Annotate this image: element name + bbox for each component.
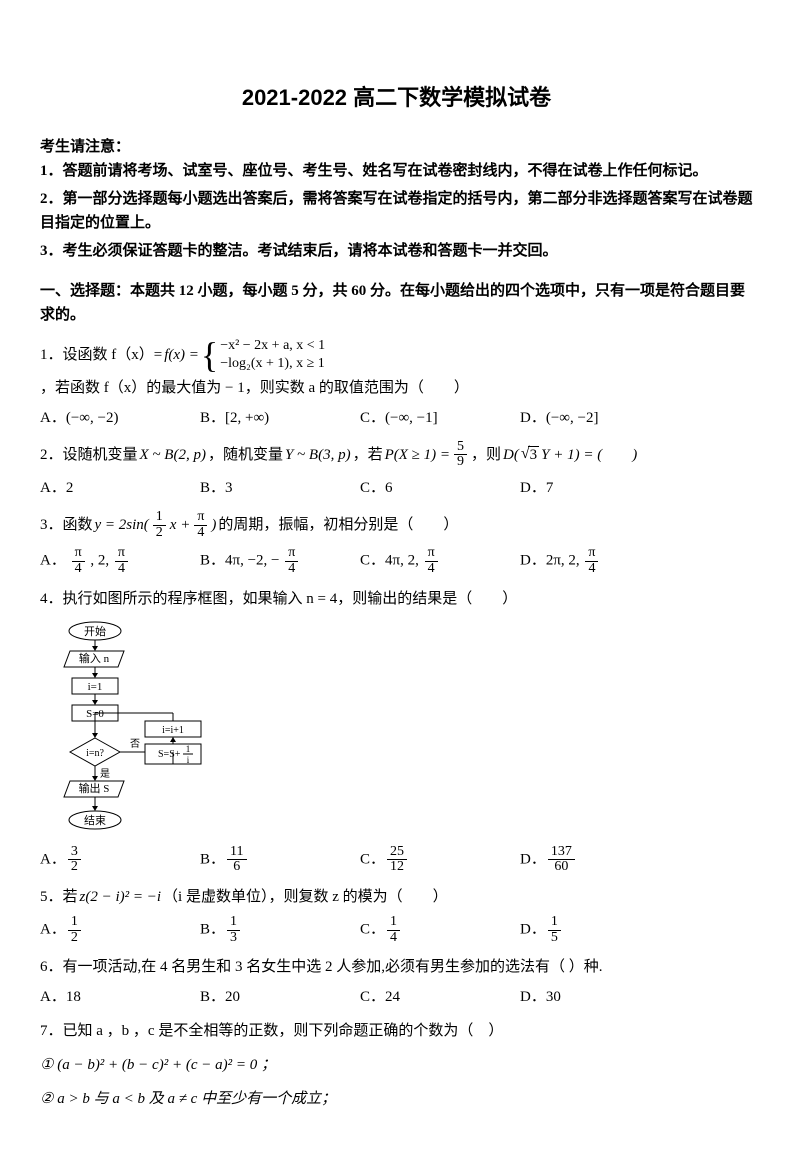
svg-text:1: 1 bbox=[186, 744, 191, 754]
q2-px: P(X ≥ 1) = bbox=[385, 443, 450, 467]
q1-case2: −log₂(x + 1), x ≥ 1 bbox=[220, 355, 325, 373]
section-1-head: 一、选择题：本题共 12 小题，每小题 5 分，共 60 分。在每小题给出的四个… bbox=[40, 279, 753, 327]
q4-opt-c: C．2512 bbox=[360, 845, 470, 875]
q4-text: 4．执行如图所示的程序框图，如果输入 n = 4，则输出的结果是（ ） bbox=[40, 587, 753, 611]
question-5: 5．若 z(2 − i)² = −i （i 是虚数单位），则复数 z 的模为（ … bbox=[40, 885, 753, 945]
question-3: 3．函数 y = 2sin( 12 x + π4 ) 的周期，振幅，初相分别是（… bbox=[40, 510, 753, 577]
q1-case1: −x² − 2x + a, x < 1 bbox=[220, 337, 325, 355]
flowchart: 开始 输入 n i=1 S=0 i=n? 否 bbox=[40, 619, 753, 839]
q6-opt-c: C．24 bbox=[360, 985, 470, 1009]
question-4: 4．执行如图所示的程序框图，如果输入 n = 4，则输出的结果是（ ） 开始 输… bbox=[40, 587, 753, 875]
q7-p1: ① (a − b)² + (b − c)² + (c − a)² = 0 ； bbox=[40, 1053, 753, 1077]
q2-opt-c: C．6 bbox=[360, 476, 470, 500]
q6-opt-d: D．30 bbox=[520, 985, 630, 1009]
q3-opt-d: D．2π, 2, π4 bbox=[520, 546, 630, 576]
svg-text:是: 是 bbox=[100, 768, 110, 780]
q2-opt-d: D．7 bbox=[520, 476, 630, 500]
q2-b: ，随机变量 bbox=[208, 443, 283, 467]
q2-c: ，若 bbox=[353, 443, 383, 467]
q6-opt-a: A．18 bbox=[40, 985, 150, 1009]
q6-opt-b: B．20 bbox=[200, 985, 310, 1009]
q7-p2: ② a > b 与 a < b 及 a ≠ c 中至少有一个成立； bbox=[40, 1087, 753, 1111]
page-title: 2021-2022 高二下数学模拟试卷 bbox=[40, 80, 753, 115]
svg-text:i=i+1: i=i+1 bbox=[162, 725, 184, 736]
q4-opt-d: D．13760 bbox=[520, 845, 630, 875]
q5-opt-c: C．14 bbox=[360, 915, 470, 945]
svg-text:输入 n: 输入 n bbox=[79, 651, 110, 665]
svg-text:i=1: i=1 bbox=[88, 681, 103, 693]
q3-opt-c: C．4π, 2, π4 bbox=[360, 546, 470, 576]
q2-d: ，则 bbox=[471, 443, 501, 467]
q1-piecewise: { −x² − 2x + a, x < 1 −log₂(x + 1), x ≥ … bbox=[201, 337, 325, 373]
q2-opt-b: B．3 bbox=[200, 476, 310, 500]
q3-opt-b: B．4π, −2, − π4 bbox=[200, 546, 310, 576]
svg-text:结束: 结束 bbox=[84, 814, 106, 827]
exam-page: 2021-2022 高二下数学模拟试卷 考生请注意： 1．答题前请将考场、试室号… bbox=[0, 0, 793, 1151]
notice-1: 1．答题前请将考场、试室号、座位号、考生号、姓名写在试卷密封线内，不得在试卷上作… bbox=[40, 159, 753, 183]
q5-opt-b: B．13 bbox=[200, 915, 310, 945]
question-2: 2．设随机变量 X ~ B(2, p) ，随机变量 Y ~ B(3, p) ，若… bbox=[40, 440, 753, 500]
flowchart-svg: 开始 输入 n i=1 S=0 i=n? 否 bbox=[40, 619, 230, 839]
q1-post: ，若函数 f（x）的最大值为 − 1，则实数 a 的取值范围为（ ） bbox=[40, 376, 469, 400]
q1-pre: 1．设函数 f（x）= bbox=[40, 343, 162, 367]
q5-opt-d: D．15 bbox=[520, 915, 630, 945]
q4-opt-a: A．32 bbox=[40, 845, 150, 875]
q2-a: 2．设随机变量 bbox=[40, 443, 138, 467]
q2-yb: Y ~ B(3, p) bbox=[285, 443, 351, 467]
svg-text:开始: 开始 bbox=[84, 624, 106, 638]
notice-3: 3．考生必须保证答题卡的整洁。考试结束后，请将本试卷和答题卡一并交回。 bbox=[40, 239, 753, 263]
question-6: 6．有一项活动,在 4 名男生和 3 名女生中选 2 人参加,必须有男生参加的选… bbox=[40, 955, 753, 1009]
notice-head: 考生请注意： bbox=[40, 135, 753, 159]
q1-opt-c: C．(−∞, −1] bbox=[360, 406, 470, 430]
q1-opt-b: B．[2, +∞) bbox=[200, 406, 310, 430]
q4-opt-b: B．116 bbox=[200, 845, 310, 875]
q2-opt-a: A．2 bbox=[40, 476, 150, 500]
svg-text:S=S+: S=S+ bbox=[158, 749, 181, 760]
q1-opt-a: A．(−∞, −2) bbox=[40, 406, 150, 430]
svg-text:i=n?: i=n? bbox=[86, 748, 104, 759]
question-1: 1．设函数 f（x）= f(x) = { −x² − 2x + a, x < 1… bbox=[40, 337, 753, 429]
question-7: 7．已知 a ，b ，c 是不全相等的正数，则下列命题正确的个数为（ ） ① (… bbox=[40, 1019, 753, 1111]
svg-text:输出 S: 输出 S bbox=[79, 781, 110, 795]
notice-2: 2．第一部分选择题每小题选出答案后，需将答案写在试卷指定的括号内，第二部分非选择… bbox=[40, 187, 753, 235]
q5-opt-a: A．12 bbox=[40, 915, 150, 945]
svg-text:否: 否 bbox=[130, 738, 140, 750]
q3-opt-a: A． π4 , 2, π4 bbox=[40, 546, 150, 576]
q2-xb: X ~ B(2, p) bbox=[140, 443, 206, 467]
q1-opt-d: D．(−∞, −2] bbox=[520, 406, 630, 430]
